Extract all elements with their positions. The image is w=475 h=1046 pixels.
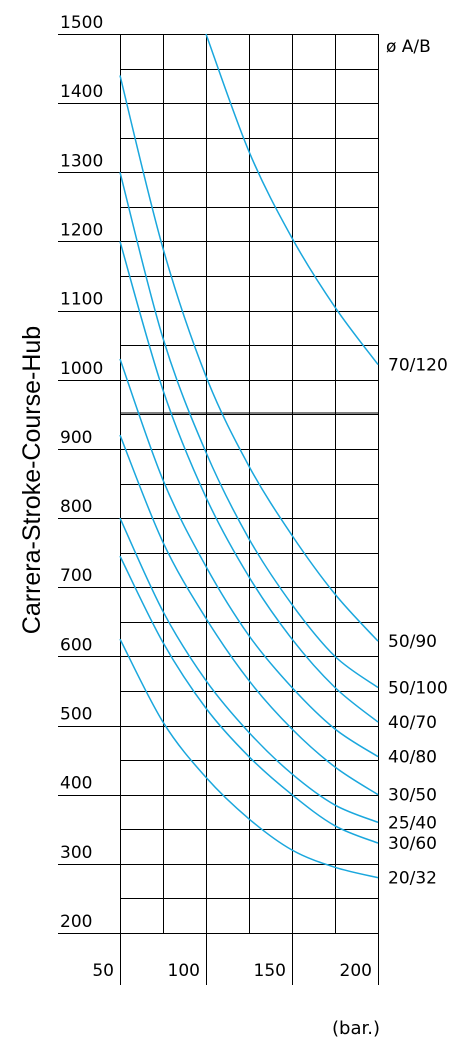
series-label-25-40: 25/40: [388, 813, 437, 833]
y-tick-label: 1500: [60, 13, 103, 33]
y-tick-label: 700: [60, 566, 92, 586]
y-tick-label: 200: [60, 912, 92, 932]
x-tick-label: 200: [340, 961, 372, 981]
series-line-25-40: [119, 517, 379, 824]
series-label-30-60: 30/60: [388, 834, 437, 854]
y-tick-label: 400: [60, 774, 92, 794]
y-tick-label: 500: [60, 705, 92, 725]
series-line-30-50: [119, 434, 379, 796]
series-label-40-70: 40/70: [388, 713, 437, 733]
series-line-70-120: [205, 33, 379, 366]
grid: [58, 34, 379, 985]
y-tick-label: 800: [60, 497, 92, 517]
series-curves: [119, 33, 379, 879]
y-tick-label: 1200: [60, 220, 103, 240]
chart-labels: Carrera-Stroke-Course-Hub (bar.) ø A/B 2…: [18, 13, 448, 1039]
series-label-70-120: 70/120: [388, 356, 448, 376]
series-label-50-90: 50/90: [388, 632, 437, 652]
series-line-40-70: [119, 241, 379, 723]
series-label-30-50: 30/50: [388, 786, 437, 806]
series-line-40-80: [119, 358, 379, 758]
series-line-50-100: [119, 172, 379, 689]
series-line-30-60: [119, 555, 379, 844]
y-tick-label: 1000: [60, 359, 103, 379]
y-tick-label: 600: [60, 635, 92, 655]
series-label-50-100: 50/100: [388, 679, 448, 699]
y-tick-label: 1300: [60, 151, 103, 171]
series-line-50-90: [119, 75, 379, 642]
x-tick-label: 50: [92, 961, 114, 981]
series-line-20-32: [119, 638, 379, 879]
series-label-40-80: 40/80: [388, 748, 437, 768]
y-tick-label: 900: [60, 428, 92, 448]
y-tick-label: 1400: [60, 82, 103, 102]
x-axis-title: (bar.): [332, 1018, 380, 1039]
series-label-20-32: 20/32: [388, 869, 437, 889]
x-tick-label: 150: [254, 961, 286, 981]
x-tick-label: 100: [168, 961, 200, 981]
y-tick-label: 1100: [60, 290, 103, 310]
y-tick-label: 300: [60, 843, 92, 863]
legend-header: ø A/B: [386, 37, 431, 57]
y-axis-title: Carrera-Stroke-Course-Hub: [18, 326, 46, 634]
